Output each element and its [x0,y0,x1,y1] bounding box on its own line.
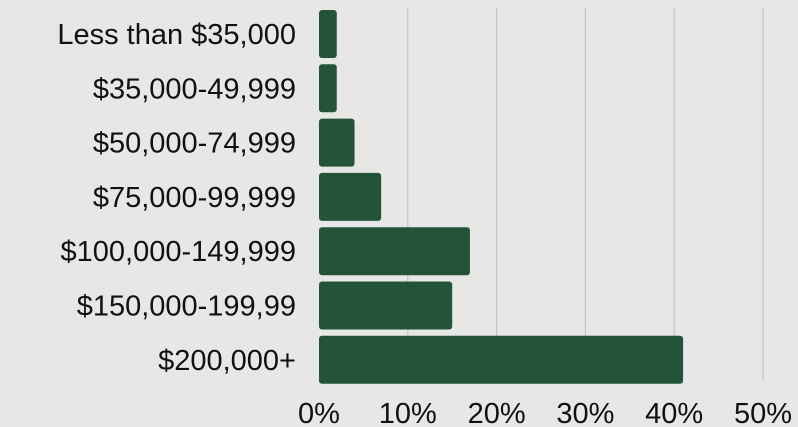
x-tick-label-50: 50% [734,398,792,427]
category-labels: Less than $35,000 $35,000-49,999 $50,000-7… [57,19,296,377]
category-label-6: $150,000-199,99 [77,291,296,323]
x-tick-label-10: 10% [379,398,437,427]
bar-5 [319,227,470,276]
x-tick-label-20: 20% [468,398,526,427]
category-label-4: $75,000-99,999 [93,182,296,214]
x-tick-label-0: 0% [298,398,340,427]
bar-6 [319,281,453,330]
x-tick-label-30: 30% [556,398,614,427]
bar-1 [319,10,337,58]
bar-4 [319,172,382,221]
category-label-1: Less than $35,000 [57,19,296,51]
category-label-7: $200,000+ [158,345,296,377]
category-label-2: $35,000-49,999 [93,73,296,105]
category-label-5: $100,000-149,999 [61,236,296,268]
x-tick-label-40: 40% [645,398,703,427]
bars [319,10,684,384]
category-label-3: $50,000-74,999 [93,128,296,160]
bar-3 [319,118,355,167]
bar-7 [319,335,684,384]
x-axis-tick-labels: 0% 10% 20% 30% 40% 50% [298,398,792,427]
grid-lines [407,8,764,381]
bar-2 [319,64,337,113]
